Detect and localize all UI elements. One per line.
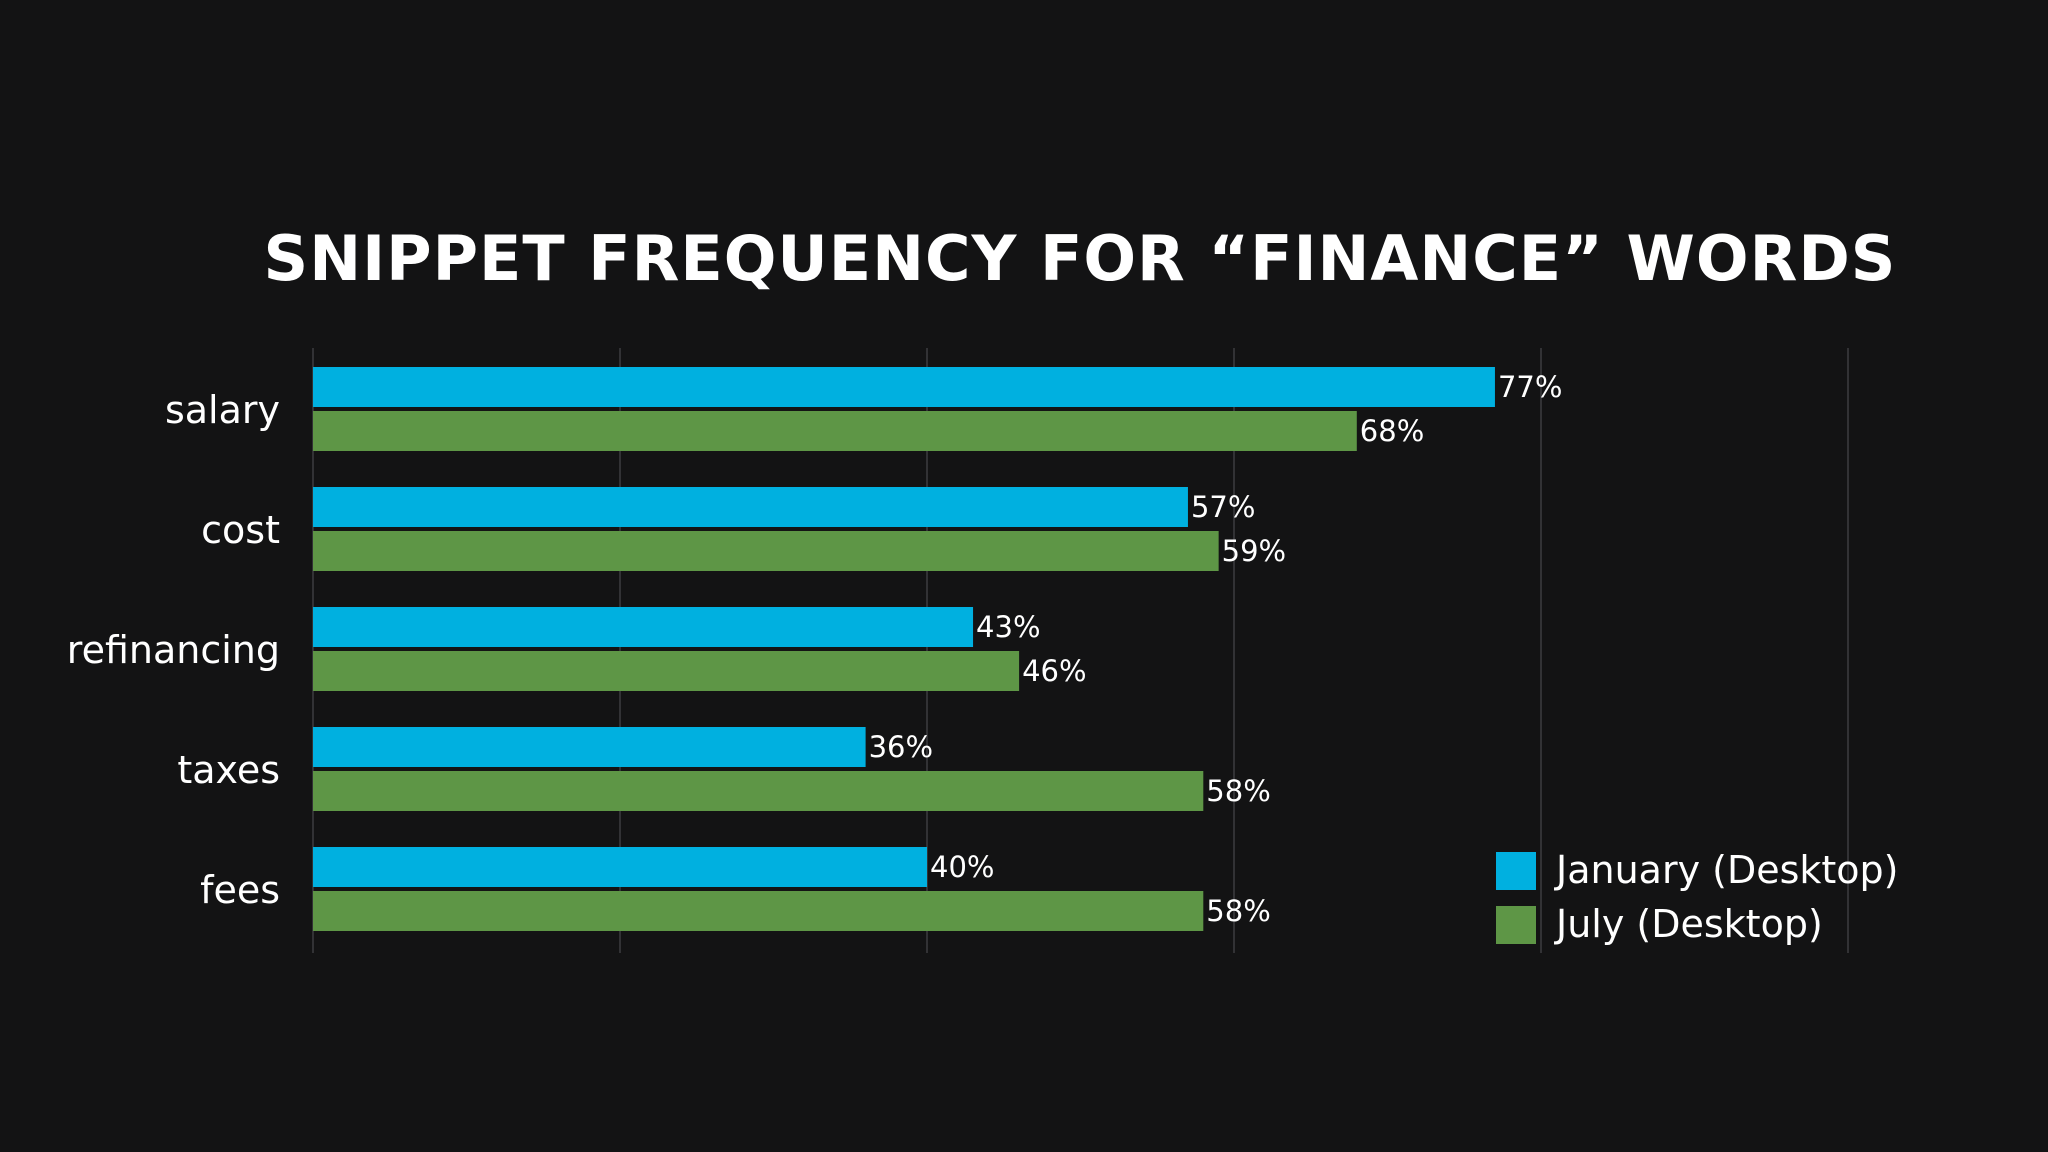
- bar-salary-january: [313, 367, 1495, 407]
- bar-salary-july: [313, 411, 1357, 451]
- data-label: 46%: [1022, 654, 1086, 688]
- legend-swatch: [1496, 852, 1536, 890]
- data-label: 59%: [1222, 534, 1286, 568]
- data-label: 40%: [930, 850, 994, 884]
- bar-refinancing-january: [313, 607, 974, 647]
- data-label: 36%: [869, 730, 933, 764]
- data-label: 43%: [976, 610, 1040, 644]
- bar-taxes-july: [313, 771, 1204, 811]
- category-label: fees: [200, 868, 280, 912]
- data-label: 58%: [1206, 774, 1270, 808]
- bar-fees-january: [313, 847, 927, 887]
- data-label: 68%: [1360, 414, 1424, 448]
- category-label: cost: [201, 508, 280, 552]
- data-label: 58%: [1206, 894, 1270, 928]
- category-label: salary: [165, 388, 280, 432]
- category-label: taxes: [177, 748, 280, 792]
- data-label: 77%: [1498, 370, 1562, 404]
- chart-title: SNIPPET FREQUENCY FOR “FINANCE” WORDS: [263, 222, 1897, 295]
- legend-swatch: [1496, 906, 1536, 944]
- category-label: refinancing: [67, 628, 280, 672]
- bar-taxes-january: [313, 727, 866, 767]
- bar-cost-july: [313, 531, 1219, 571]
- bar-refinancing-july: [313, 651, 1020, 691]
- data-label: 57%: [1191, 490, 1255, 524]
- bar-fees-july: [313, 891, 1204, 931]
- bar-cost-january: [313, 487, 1188, 527]
- legend-label: January (Desktop): [1554, 848, 1899, 892]
- legend-label: July (Desktop): [1554, 902, 1823, 946]
